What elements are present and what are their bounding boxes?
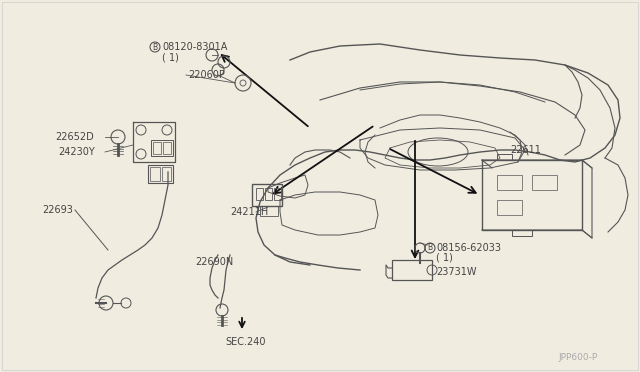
Text: ( 1): ( 1) <box>162 52 179 62</box>
Bar <box>274 188 281 200</box>
Text: 24211H: 24211H <box>230 207 268 217</box>
Bar <box>151 140 173 156</box>
Text: SEC.240: SEC.240 <box>225 337 266 347</box>
Bar <box>497 154 512 160</box>
Text: 22611: 22611 <box>510 145 541 155</box>
Text: 22060P: 22060P <box>188 70 225 80</box>
Text: JPP600-P: JPP600-P <box>558 353 597 362</box>
Text: B: B <box>428 244 433 253</box>
Text: 22652D: 22652D <box>55 132 93 142</box>
Text: 22690N: 22690N <box>195 257 233 267</box>
Bar <box>162 167 171 181</box>
Text: 23731W: 23731W <box>436 267 477 277</box>
Bar <box>153 142 161 154</box>
Bar <box>150 167 160 181</box>
Text: 22693: 22693 <box>42 205 73 215</box>
Bar <box>532 175 557 190</box>
Bar <box>512 230 532 236</box>
Bar <box>497 200 522 215</box>
Bar <box>163 142 171 154</box>
Bar <box>252 184 282 206</box>
Bar <box>265 188 272 200</box>
Text: 08156-62033: 08156-62033 <box>436 243 501 253</box>
Text: B: B <box>152 42 157 51</box>
Bar <box>256 188 263 200</box>
Bar <box>497 175 522 190</box>
Bar <box>392 260 432 280</box>
Text: 08120-8301A: 08120-8301A <box>162 42 227 52</box>
Bar <box>260 206 278 216</box>
Text: ( 1): ( 1) <box>436 253 453 263</box>
Bar <box>148 165 173 183</box>
Text: 24230Y: 24230Y <box>58 147 95 157</box>
